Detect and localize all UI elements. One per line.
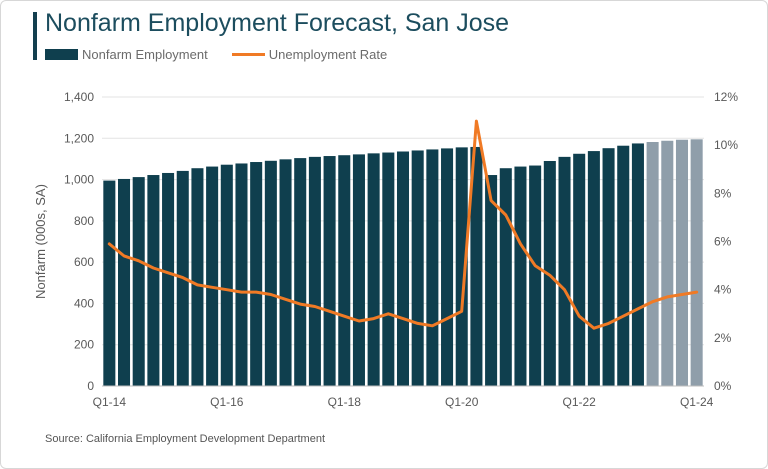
x-tick-label: Q1-14 xyxy=(93,395,127,409)
y2-tick-label: 12% xyxy=(714,90,738,104)
y-tick-label: 800 xyxy=(74,214,94,228)
bar-actual xyxy=(352,154,365,386)
y2-tick-label: 0% xyxy=(714,379,732,393)
x-tick-label: Q1-24 xyxy=(680,395,714,409)
x-tick-label: Q1-20 xyxy=(445,395,479,409)
legend-swatch-employment xyxy=(45,48,78,60)
y2-tick-label: 2% xyxy=(714,331,732,345)
bar-actual xyxy=(602,148,615,386)
bar-actual xyxy=(587,151,600,386)
bar-actual xyxy=(514,166,527,386)
bar-forecast xyxy=(661,140,674,386)
y-tick-label: 0 xyxy=(87,379,94,393)
bar-actual xyxy=(206,166,219,386)
y2-tick-label: 8% xyxy=(714,186,732,200)
legend-label-employment: Nonfarm Employment xyxy=(82,46,208,62)
y-tick-label: 1,000 xyxy=(64,173,94,187)
y2-tick-label: 10% xyxy=(714,138,738,152)
bar-forecast xyxy=(646,142,659,386)
y-tick-label: 600 xyxy=(74,255,94,269)
bar-actual xyxy=(426,149,439,386)
x-tick-label: Q1-18 xyxy=(328,395,362,409)
y-tick-label: 200 xyxy=(74,338,94,352)
bar-actual xyxy=(529,165,542,386)
bar-actual xyxy=(162,172,175,386)
bar-actual xyxy=(573,153,586,386)
y-tick-label: 1,400 xyxy=(64,90,94,104)
bar-actual xyxy=(308,156,321,386)
bar-actual xyxy=(147,175,160,386)
bar-actual xyxy=(279,159,292,386)
y2-tick-label: 4% xyxy=(714,283,732,297)
bar-forecast xyxy=(690,139,703,386)
y-tick-label: 1,200 xyxy=(64,131,94,145)
x-tick-label: Q1-16 xyxy=(210,395,244,409)
bar-actual xyxy=(220,164,233,386)
unemployment-rate-line xyxy=(107,119,699,330)
bar-actual xyxy=(235,163,248,386)
bar-actual xyxy=(191,168,204,386)
bar-actual xyxy=(631,143,644,386)
bar-actual xyxy=(118,178,131,386)
bar-actual xyxy=(294,158,307,386)
source-note: Source: California Employment Developmen… xyxy=(45,433,326,445)
plot-area: 0 200 400 600 800 1,000 1,200 1,400 0% 2% 4% 6% 8% 10… xyxy=(33,90,738,409)
y-axis-title: Nonfarm (000s, SA) xyxy=(33,184,48,299)
chart-title: Nonfarm Employment Forecast, San Jose xyxy=(45,9,510,37)
bar-actual xyxy=(103,180,116,386)
bar-actual xyxy=(132,177,145,386)
bar-actual xyxy=(264,160,277,386)
bar-actual xyxy=(338,155,351,386)
bar-actual xyxy=(411,150,424,386)
bar-actual xyxy=(485,175,498,386)
legend-label-unemployment: Unemployment Rate xyxy=(268,46,388,62)
bar-actual xyxy=(250,162,263,386)
y2-tick-label: 6% xyxy=(714,235,732,249)
legend-swatch-unemployment xyxy=(231,52,265,56)
bar-actual xyxy=(617,145,630,386)
bar-actual xyxy=(367,153,380,386)
bar-actual xyxy=(441,148,454,386)
y-tick-label: 400 xyxy=(74,296,94,310)
bar-forecast xyxy=(675,139,688,386)
bar-actual xyxy=(455,147,468,386)
x-tick-label: Q1-22 xyxy=(563,395,597,409)
bar-actual xyxy=(323,156,336,386)
legend: Nonfarm Employment Unemployment Rate xyxy=(45,46,387,62)
bar-actual xyxy=(470,146,483,386)
bar-actual xyxy=(558,156,571,386)
title-accent-bar xyxy=(33,12,37,60)
bar-actual xyxy=(499,168,512,386)
bar-actual xyxy=(382,152,395,386)
bar-actual xyxy=(396,151,410,386)
